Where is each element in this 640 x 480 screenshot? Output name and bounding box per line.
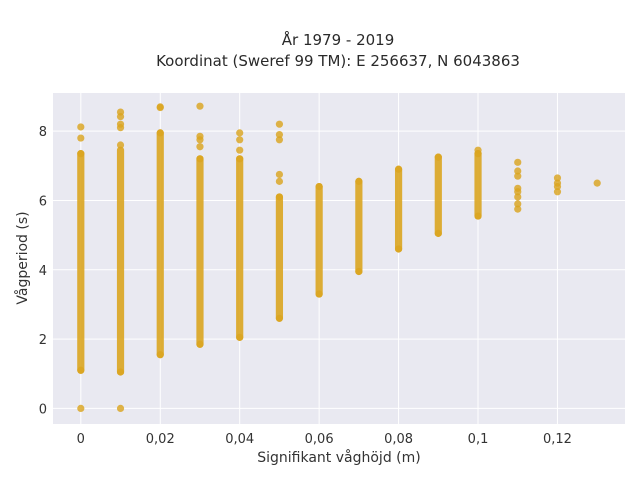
data-point	[275, 136, 284, 144]
data-point	[355, 267, 363, 276]
data-points	[77, 102, 601, 413]
data-point	[196, 143, 204, 151]
data-point	[236, 129, 244, 137]
data-point	[553, 188, 562, 196]
data-point	[275, 314, 284, 322]
data-point-cluster	[315, 182, 323, 298]
data-point	[77, 134, 85, 142]
data-point	[116, 368, 125, 376]
data-point	[514, 193, 522, 201]
data-point	[553, 182, 562, 191]
x-tick-label: 0,1	[468, 432, 489, 447]
x-tick-labels: 0 0,02 0,04 0,06 0,08 0,1 0,12	[77, 432, 572, 447]
data-point	[355, 177, 363, 185]
x-tick-label: 0	[77, 432, 85, 447]
y-tick-labels: 0 2 4 6 8	[39, 125, 47, 417]
data-point	[514, 172, 522, 180]
data-point	[434, 229, 442, 237]
data-point	[196, 102, 204, 110]
y-tick-label: 8	[39, 125, 47, 140]
data-point	[236, 146, 244, 154]
data-point	[514, 158, 522, 166]
x-tick-label: 0,08	[384, 432, 413, 447]
data-point	[77, 404, 85, 413]
data-point	[77, 366, 85, 374]
data-point	[116, 112, 125, 121]
data-point-cluster	[77, 150, 85, 374]
y-axis-label: Vågperiod (s)	[14, 211, 31, 304]
data-point-cluster	[275, 193, 284, 322]
plot-background	[53, 93, 625, 424]
data-point	[275, 193, 284, 201]
data-point	[315, 290, 323, 298]
data-point	[394, 165, 403, 173]
data-point	[156, 129, 164, 137]
data-point	[156, 351, 164, 359]
data-point	[275, 177, 284, 185]
chart-title: År 1979 - 2019	[282, 30, 395, 49]
data-point	[315, 182, 323, 191]
data-point	[553, 174, 562, 182]
data-point	[196, 340, 204, 348]
data-point	[77, 123, 85, 131]
data-point	[474, 150, 482, 158]
data-point	[116, 141, 125, 149]
data-point-cluster	[116, 146, 125, 376]
data-point-cluster	[355, 177, 363, 276]
data-point	[236, 136, 244, 144]
data-point-cluster	[434, 153, 442, 237]
x-axis-label: Signifikant våghöjd (m)	[257, 449, 420, 466]
data-point	[514, 205, 522, 213]
data-point	[116, 404, 125, 413]
data-point	[275, 170, 284, 179]
x-tick-label: 0,04	[225, 432, 254, 447]
data-point	[275, 130, 284, 139]
data-point	[514, 200, 522, 208]
data-point-cluster	[394, 165, 403, 253]
data-point	[275, 120, 284, 128]
y-tick-label: 2	[39, 333, 47, 348]
x-tick-label: 0,02	[146, 432, 175, 447]
y-tick-label: 4	[39, 264, 47, 279]
data-point	[236, 155, 244, 163]
data-point	[116, 124, 125, 132]
y-tick-label: 6	[39, 194, 47, 209]
data-point-cluster	[196, 155, 204, 348]
x-tick-label: 0,12	[543, 432, 572, 447]
data-point	[77, 150, 85, 158]
y-tick-label: 0	[39, 402, 47, 417]
data-point	[156, 103, 164, 112]
data-point	[474, 212, 482, 220]
data-point	[236, 333, 244, 341]
data-point	[394, 245, 403, 253]
data-point-cluster	[236, 155, 244, 341]
data-point	[196, 155, 204, 163]
data-point	[434, 153, 442, 161]
x-tick-label: 0,06	[305, 432, 334, 447]
data-point	[593, 179, 601, 187]
chart-subtitle: Koordinat (Sweref 99 TM): E 256637, N 60…	[156, 52, 520, 70]
data-point-cluster	[474, 150, 482, 220]
data-point	[514, 188, 522, 196]
data-point-cluster	[156, 129, 164, 359]
data-point	[196, 136, 204, 144]
data-point	[514, 167, 522, 175]
